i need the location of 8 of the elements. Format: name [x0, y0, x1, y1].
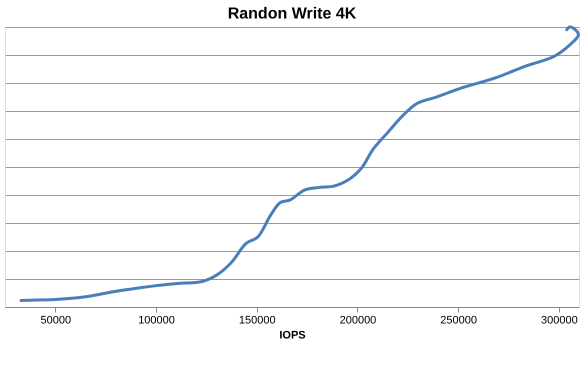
x-tick-label: 150000	[238, 314, 276, 326]
chart-title: Randon Write 4K	[228, 5, 357, 22]
x-axis-title: IOPS	[279, 330, 306, 342]
x-tick-label: 50000	[40, 314, 72, 326]
x-tick-label: 200000	[340, 314, 376, 326]
x-tick-label: 250000	[440, 314, 478, 326]
x-tick-label: 300000	[541, 314, 578, 326]
x-tick-label: 100000	[138, 314, 175, 326]
